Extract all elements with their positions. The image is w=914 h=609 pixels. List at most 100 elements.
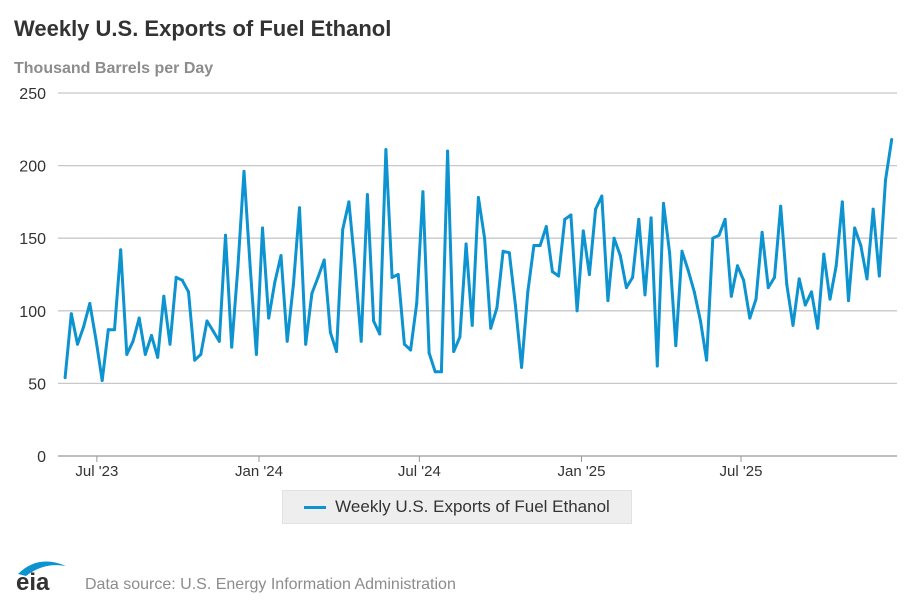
data-point: [279, 254, 283, 258]
data-point: [606, 299, 610, 303]
data-point: [581, 229, 585, 233]
data-point: [458, 335, 462, 339]
legend-label: Weekly U.S. Exports of Fuel Ethanol: [335, 497, 610, 516]
data-point: [162, 294, 166, 298]
data-point: [106, 328, 110, 332]
data-point: [550, 270, 554, 274]
data-point: [396, 273, 400, 276]
y-tick-label: 0: [37, 449, 46, 466]
data-point: [236, 265, 240, 269]
data-point: [834, 264, 838, 268]
data-point: [402, 342, 406, 346]
data-point: [809, 290, 813, 294]
data-point: [63, 376, 67, 380]
data-point: [766, 286, 770, 290]
data-point: [94, 338, 98, 342]
data-point: [624, 286, 628, 290]
data-point: [439, 370, 443, 374]
data-point: [446, 149, 450, 153]
data-point: [242, 169, 246, 173]
y-tick-label: 250: [19, 86, 46, 103]
data-point: [816, 326, 820, 330]
data-point: [674, 344, 678, 348]
y-tick-label: 200: [19, 159, 46, 176]
data-point: [322, 258, 326, 262]
data-point: [149, 333, 153, 337]
data-source: Data source: U.S. Energy Information Adm…: [85, 576, 456, 593]
data-point: [69, 312, 73, 316]
data-point: [637, 217, 641, 221]
chart-title: Weekly U.S. Exports of Fuel Ethanol: [14, 16, 392, 41]
data-point: [748, 316, 752, 320]
data-point: [828, 297, 832, 301]
data-point: [217, 339, 221, 343]
data-point: [168, 342, 172, 346]
data-point: [125, 352, 129, 356]
data-point: [742, 278, 746, 282]
data-point: [409, 348, 413, 352]
data-point: [779, 204, 783, 208]
data-point: [353, 264, 357, 268]
data-point: [298, 206, 302, 210]
data-point: [267, 316, 271, 320]
data-point: [723, 217, 727, 221]
data-point: [890, 137, 894, 141]
data-point: [532, 243, 536, 247]
data-point: [211, 329, 215, 333]
data-point: [365, 193, 369, 197]
y-tick-label: 50: [28, 376, 46, 393]
data-point: [433, 370, 437, 374]
y-axis-label: Thousand Barrels per Day: [14, 60, 214, 77]
data-point: [513, 303, 517, 307]
data-point: [137, 316, 141, 320]
data-point: [452, 349, 456, 353]
series-line: [63, 139, 894, 382]
data-point: [772, 275, 776, 279]
data-point: [501, 249, 505, 253]
data-point: [871, 207, 875, 211]
data-point: [686, 268, 690, 272]
data-point: [661, 201, 665, 205]
data-point: [520, 365, 524, 369]
x-tick-label: Jul '23: [75, 463, 118, 480]
data-point: [483, 236, 487, 240]
data-point: [427, 351, 431, 355]
data-point: [156, 355, 160, 359]
data-point: [797, 277, 801, 281]
data-point: [840, 200, 844, 204]
data-point: [421, 190, 425, 194]
legend[interactable]: Weekly U.S. Exports of Fuel Ethanol: [282, 490, 632, 524]
data-point: [384, 148, 388, 152]
data-point: [865, 277, 869, 281]
data-point: [390, 275, 394, 279]
data-point: [544, 225, 548, 229]
data-point: [230, 345, 234, 349]
data-point: [859, 243, 863, 247]
data-point: [680, 249, 684, 253]
data-point: [143, 352, 147, 356]
data-point: [557, 274, 561, 278]
data-point: [538, 243, 542, 247]
data-point: [612, 236, 616, 240]
data-point: [631, 275, 635, 279]
data-point: [88, 302, 92, 306]
x-tick-label: Jan '24: [235, 463, 283, 480]
data-point: [224, 233, 228, 237]
data-point: [187, 290, 191, 294]
legend-swatch: [304, 505, 327, 509]
data-point: [600, 194, 604, 198]
data-point: [489, 326, 493, 330]
data-point: [655, 364, 659, 368]
data-point: [884, 178, 888, 182]
data-point: [112, 328, 116, 332]
data-point: [316, 275, 320, 279]
data-point: [470, 323, 474, 327]
data-point: [310, 291, 314, 295]
data-point: [791, 323, 795, 327]
data-point: [495, 306, 499, 310]
data-point: [618, 254, 622, 258]
data-point: [193, 358, 197, 362]
data-point: [254, 352, 258, 356]
svg-text:eia: eia: [16, 569, 50, 596]
